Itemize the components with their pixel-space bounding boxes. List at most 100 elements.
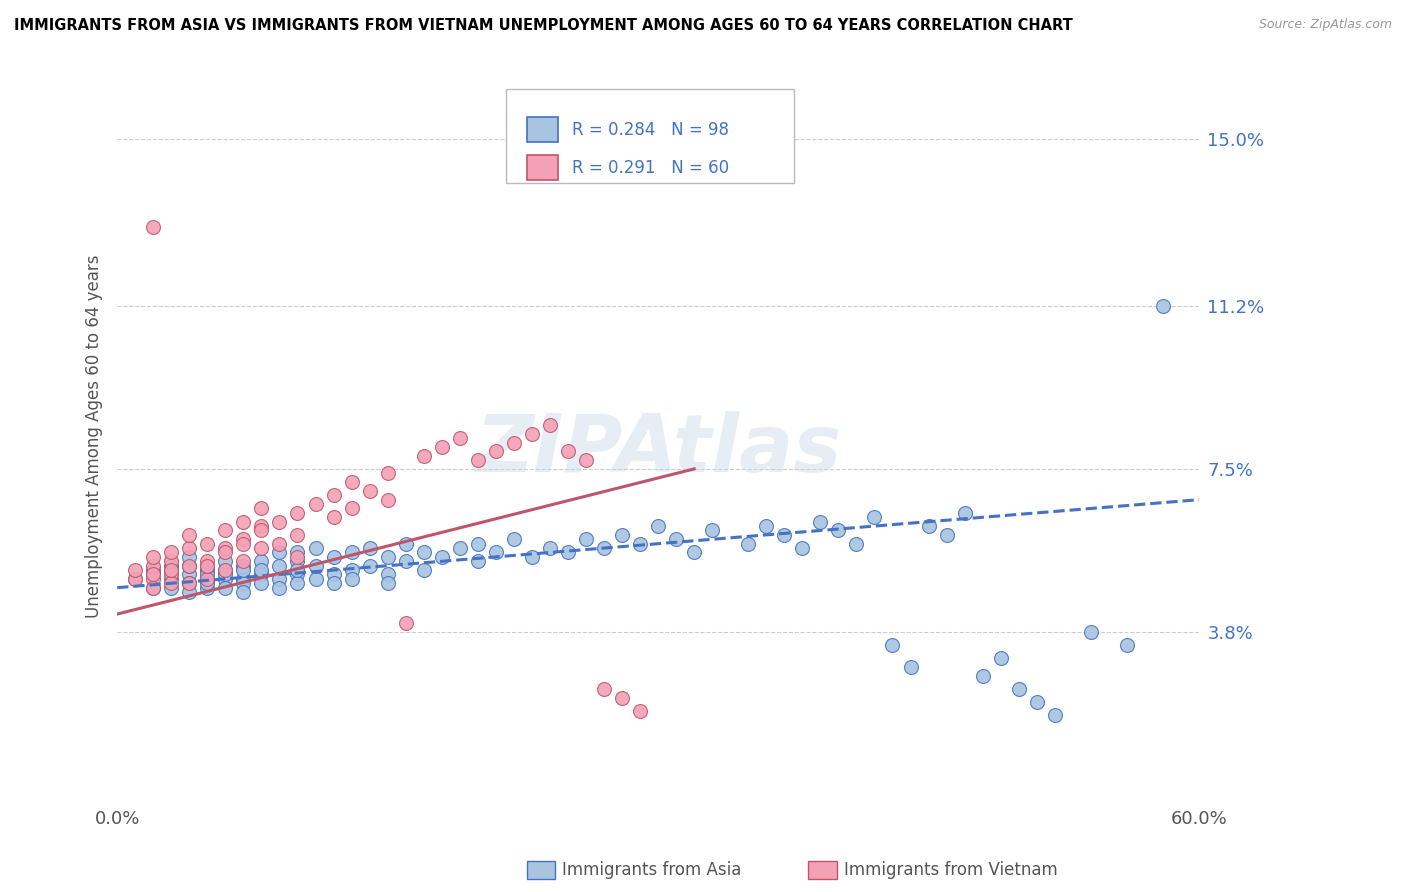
Point xyxy=(322,510,344,524)
Point xyxy=(269,558,291,573)
Point xyxy=(377,492,399,507)
Point xyxy=(269,581,291,595)
Point xyxy=(593,541,616,555)
Point xyxy=(160,576,183,591)
Point xyxy=(195,576,218,591)
Point xyxy=(359,541,381,555)
Point xyxy=(647,519,669,533)
Text: Immigrants from Asia: Immigrants from Asia xyxy=(562,861,742,879)
Point xyxy=(304,558,326,573)
Point xyxy=(917,519,939,533)
Point xyxy=(1152,299,1174,313)
Point xyxy=(142,581,165,595)
Point xyxy=(395,537,418,551)
Point xyxy=(322,567,344,582)
Point xyxy=(845,537,868,551)
Point xyxy=(1080,624,1102,639)
Point xyxy=(195,572,218,586)
Point xyxy=(737,537,759,551)
Point xyxy=(214,524,236,538)
Point xyxy=(377,567,399,582)
Point xyxy=(160,554,183,568)
Point xyxy=(214,563,236,577)
Point xyxy=(449,541,471,555)
Text: ZIPAtlas: ZIPAtlas xyxy=(475,411,841,490)
Point xyxy=(179,558,201,573)
Point xyxy=(269,537,291,551)
Point xyxy=(538,541,561,555)
Point xyxy=(250,567,273,582)
Point xyxy=(142,572,165,586)
Point xyxy=(485,545,508,559)
Point xyxy=(142,558,165,573)
Point xyxy=(214,581,236,595)
Point xyxy=(195,554,218,568)
Point xyxy=(593,681,616,696)
Point xyxy=(287,545,309,559)
Point xyxy=(195,558,218,573)
Point xyxy=(287,549,309,564)
Point xyxy=(214,567,236,582)
Point xyxy=(935,528,957,542)
Text: R = 0.284   N = 98: R = 0.284 N = 98 xyxy=(572,120,730,138)
Point xyxy=(467,554,489,568)
Point xyxy=(232,554,254,568)
Point xyxy=(269,515,291,529)
Point xyxy=(412,449,434,463)
Point xyxy=(610,690,633,705)
Point xyxy=(287,506,309,520)
Point xyxy=(340,501,363,516)
Point xyxy=(287,567,309,582)
Point xyxy=(124,572,146,586)
Point xyxy=(179,528,201,542)
Point xyxy=(520,426,543,441)
Point xyxy=(538,417,561,432)
Point xyxy=(359,483,381,498)
Point xyxy=(160,572,183,586)
Point xyxy=(340,563,363,577)
Point xyxy=(1008,681,1031,696)
Point xyxy=(467,453,489,467)
Point xyxy=(359,558,381,573)
Point xyxy=(304,541,326,555)
Point xyxy=(232,533,254,547)
Point xyxy=(287,576,309,591)
Point xyxy=(142,567,165,582)
Point xyxy=(430,440,453,454)
Point xyxy=(160,563,183,577)
Point xyxy=(412,545,434,559)
Point xyxy=(322,576,344,591)
Point xyxy=(195,537,218,551)
Point xyxy=(610,528,633,542)
Point xyxy=(882,638,904,652)
Point xyxy=(628,537,651,551)
Point xyxy=(304,572,326,586)
Point xyxy=(557,545,579,559)
Point xyxy=(990,651,1012,665)
Point xyxy=(142,581,165,595)
Point xyxy=(195,581,218,595)
Point xyxy=(665,533,688,547)
Point xyxy=(124,572,146,586)
Point xyxy=(232,558,254,573)
Point xyxy=(232,563,254,577)
Point xyxy=(900,660,922,674)
Point xyxy=(377,576,399,591)
Point xyxy=(250,541,273,555)
Y-axis label: Unemployment Among Ages 60 to 64 years: Unemployment Among Ages 60 to 64 years xyxy=(86,254,103,617)
Point xyxy=(250,576,273,591)
Point xyxy=(395,615,418,630)
Point xyxy=(287,554,309,568)
Point xyxy=(195,567,218,582)
Point xyxy=(179,576,201,591)
Point xyxy=(250,524,273,538)
Point xyxy=(160,581,183,595)
Point xyxy=(214,545,236,559)
Point xyxy=(412,563,434,577)
Point xyxy=(953,506,976,520)
Point xyxy=(142,549,165,564)
Point xyxy=(467,537,489,551)
Point xyxy=(575,533,598,547)
Point xyxy=(160,558,183,573)
Point xyxy=(449,431,471,445)
